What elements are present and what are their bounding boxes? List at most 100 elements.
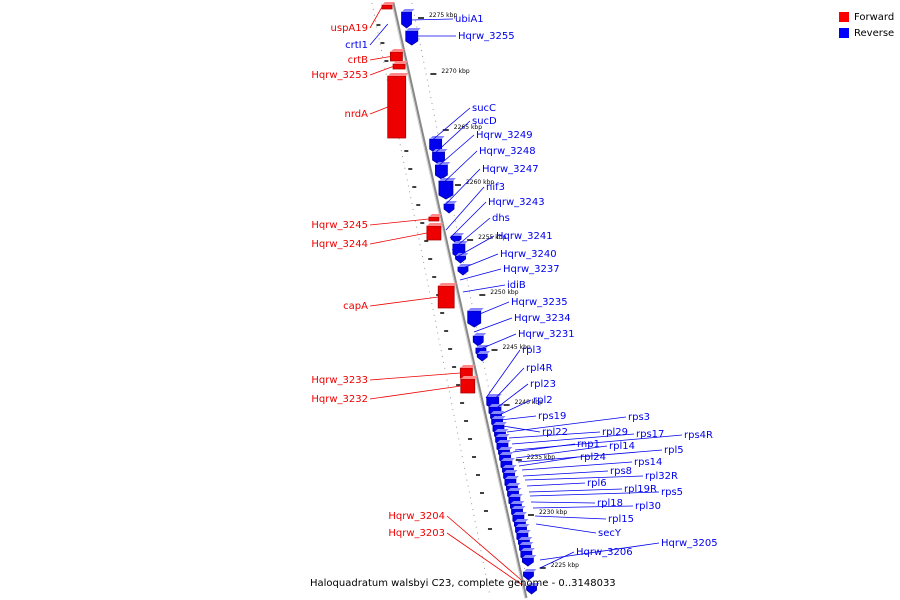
gene-label-rpl18: rpl18 — [597, 498, 623, 509]
gene-leader-rpl6 — [526, 482, 586, 487]
scale-tick-label: 2275 kbp — [429, 12, 457, 19]
gene-label-Hqrw_3249: Hqrw_3249 — [476, 130, 533, 141]
gene-label-Hqrw_3233: Hqrw_3233 — [311, 375, 368, 386]
gene-leader-rnp1 — [512, 443, 576, 453]
gene-leader-Hqrw_3253 — [369, 66, 394, 76]
gene-block-Hqrw_3247 — [443, 201, 458, 214]
gene-leader-crtB — [369, 56, 391, 61]
gene-label-rps4R: rps4R — [684, 430, 713, 441]
forward-swatch — [839, 12, 849, 22]
scale-tick-label: 2230 kbp — [539, 509, 567, 516]
gene-leader-capA — [369, 296, 439, 307]
gene-label-rpl14: rpl14 — [609, 441, 635, 452]
gene-Hqrw_3244 — [426, 223, 444, 241]
legend: Forward Reverse — [839, 9, 894, 41]
legend-item-reverse: Reverse — [839, 25, 894, 41]
gene-leader-rps3 — [506, 416, 627, 433]
gene-label-Hqrw_3206: Hqrw_3206 — [576, 547, 633, 558]
gene-leader-Hqrw_3240 — [457, 253, 499, 271]
gene-block-Hqrw_3237 — [472, 333, 487, 347]
gene-leader-rps8 — [522, 470, 609, 477]
gene-label-rps3: rps3 — [628, 412, 650, 423]
gene-block-Hqrw_3249 — [435, 162, 451, 180]
genome-caption: Haloquadratum walsbyi C23, complete geno… — [310, 578, 616, 589]
gene-leader-crtI1 — [369, 23, 389, 46]
gene-label-rps8: rps8 — [610, 466, 632, 477]
gene-label-rpl19R: rpl19R — [624, 484, 657, 495]
gene-label-Hqrw_3253: Hqrw_3253 — [311, 70, 368, 81]
gene-label-rpl2: rpl2 — [533, 395, 553, 406]
gene-leader-rps5 — [529, 491, 660, 497]
gene-label-rpl23: rpl23 — [530, 379, 556, 390]
gene-label-idiB: idiB — [507, 280, 526, 291]
gene-leader-Hqrw_3245 — [369, 218, 429, 226]
gene-leader-rpl24 — [518, 456, 579, 467]
gene-label-Hqrw_3244: Hqrw_3244 — [311, 239, 368, 250]
gene-block-tail-2 — [526, 583, 540, 595]
gene-leader-rps4R — [514, 434, 683, 451]
legend-label-reverse: Reverse — [854, 27, 895, 39]
gene-leader-Hqrw_3243 — [449, 201, 487, 239]
gene-label-ubiA1: ubiA1 — [455, 14, 484, 25]
gene-capA — [437, 283, 458, 309]
scale-tick-label: 2270 kbp — [441, 68, 469, 75]
gene-label-rpl5: rpl5 — [664, 445, 684, 456]
gene-leader-Hqrw_3231 — [477, 333, 517, 351]
gene-leader-Hqrw_3205 — [539, 542, 660, 561]
gene-label-Hqrw_3240: Hqrw_3240 — [500, 249, 557, 260]
gene-label-Hqrw_3203: Hqrw_3203 — [388, 528, 445, 539]
gene-leader-sucC — [429, 107, 471, 143]
gene-leader-ubiA1 — [409, 18, 454, 21]
legend-item-forward: Forward — [839, 9, 894, 25]
gene-label-sucD: sucD — [472, 116, 497, 127]
gene-leader-Hqrw_3233 — [369, 372, 461, 381]
gene-label-Hqrw_3204: Hqrw_3204 — [388, 511, 445, 522]
gene-block-tail — [523, 569, 537, 581]
gene-label-rpl22: rpl22 — [542, 427, 568, 438]
gene-label-Hqrw_3248: Hqrw_3248 — [479, 146, 536, 157]
gene-label-Hqrw_3243: Hqrw_3243 — [488, 197, 545, 208]
gene-leader-nrdA — [369, 106, 388, 115]
gene-label-rps17: rps17 — [636, 429, 664, 440]
gene-block-Hqrw_3255 — [405, 28, 421, 46]
gene-leader-rpl32R — [524, 475, 644, 481]
scale-tick-label: 2225 kbp — [551, 562, 579, 569]
gene-label-rpl32R: rpl32R — [645, 471, 678, 482]
gene-block-Hqrw_3248 — [438, 178, 456, 200]
gene-leader-sucD — [431, 120, 471, 157]
gene-leader-Hqrw_3204 — [446, 515, 522, 581]
scale-tick-label: 2265 kbp — [454, 124, 482, 131]
gene-leader-rpl23 — [493, 383, 529, 411]
gene-label-Hqrw_3235: Hqrw_3235 — [511, 297, 568, 308]
scale-tick-label: 2245 kbp — [502, 344, 530, 351]
gene-Hqrw_3232 — [460, 376, 478, 394]
gene-label-Hqrw_3241: Hqrw_3241 — [496, 231, 553, 242]
gene-leader-rpl3 — [485, 349, 521, 399]
gene-label-Hqrw_3234: Hqrw_3234 — [514, 313, 571, 324]
gene-nrdA — [387, 73, 409, 139]
gene-block-Hqrw_3240 — [467, 308, 484, 328]
gene-label-capA: capA — [343, 301, 368, 312]
gene-leader-Hqrw_3244 — [369, 232, 427, 245]
gene-label-rpl3: rpl3 — [522, 345, 542, 356]
gene-leader-rpl15 — [534, 515, 607, 520]
gene-label-Hqrw_3245: Hqrw_3245 — [311, 220, 368, 231]
scale-tick-label: 2255 kbp — [478, 234, 506, 241]
gene-label-rpl6: rpl6 — [587, 478, 607, 489]
gene-leader-rpl18 — [530, 501, 596, 504]
gene-leader-Hqrw_3235 — [469, 301, 510, 319]
gene-Hqrw_3245 — [428, 214, 442, 222]
gene-leader-Hqrw_3237 — [459, 268, 502, 281]
gene-label-nrdA: nrdA — [345, 109, 369, 120]
gene-leader-rpl22 — [502, 425, 541, 433]
gene-leader-Hqrw_3203 — [446, 532, 523, 586]
gene-leader-rpl14 — [515, 445, 608, 459]
gene-label-rnp1: rnp1 — [577, 439, 600, 450]
reverse-swatch — [839, 28, 849, 38]
gene-label-Hqrw_3205: Hqrw_3205 — [661, 538, 718, 549]
gene-block-ubiA1 — [401, 9, 415, 29]
gene-leader-Hqrw_3247 — [443, 168, 481, 207]
scale-tick-label: 2250 kbp — [490, 289, 518, 296]
gene-leader-rpl4R — [489, 367, 525, 405]
